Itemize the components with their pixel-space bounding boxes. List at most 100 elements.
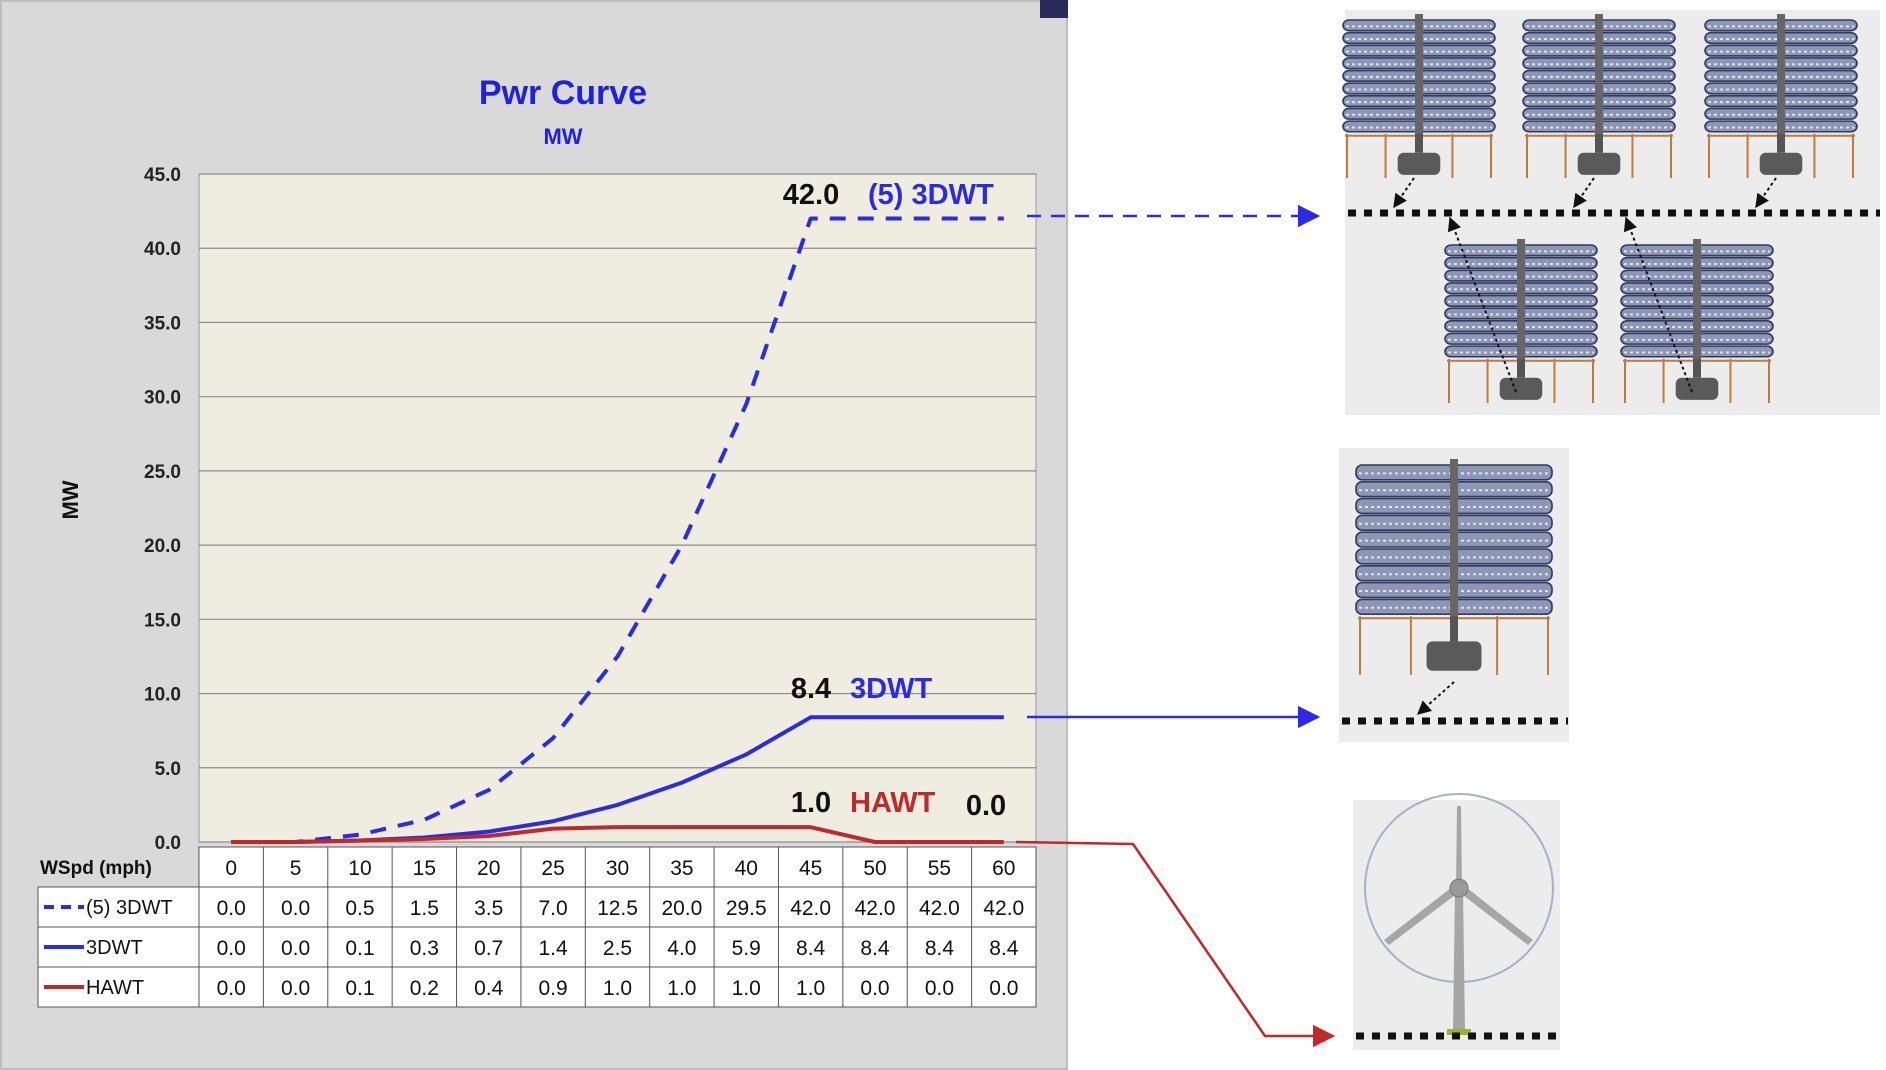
y-tick-label: 10.0 xyxy=(144,685,181,706)
x-tick-label: 50 xyxy=(863,857,886,880)
x-tick-label: 35 xyxy=(670,857,693,880)
y-tick-label: 25.0 xyxy=(144,462,181,483)
data-label: 42.0 xyxy=(983,897,1024,920)
data-label: 3.5 xyxy=(474,897,503,920)
cable-arrow xyxy=(1623,216,1693,393)
mast xyxy=(1517,239,1525,363)
data-label: 0.0 xyxy=(925,977,954,1000)
y-tick-label: 40.0 xyxy=(144,239,181,260)
data-label: 1.0 xyxy=(667,977,696,1000)
three-d-wind-turbine xyxy=(1522,14,1676,178)
data-label: 0.5 xyxy=(345,897,374,920)
mast xyxy=(1415,14,1423,138)
blade xyxy=(1456,806,1462,888)
data-label: 2.5 xyxy=(603,937,632,960)
annotation-label: HAWT xyxy=(850,787,936,819)
data-label: 12.5 xyxy=(597,897,638,920)
data-label: 1.0 xyxy=(732,977,761,1000)
annotation-value: 42.0 xyxy=(783,179,839,211)
mast xyxy=(1693,239,1701,363)
x-tick-label: 20 xyxy=(477,857,500,880)
data-label: 0.0 xyxy=(217,897,246,920)
data-label: 8.4 xyxy=(925,937,955,960)
data-label: 4.0 xyxy=(667,937,696,960)
shaft xyxy=(1693,358,1701,378)
legend-label: (5) 3DWT xyxy=(86,897,173,919)
annotation-value: 8.4 xyxy=(791,673,831,705)
data-label: 8.4 xyxy=(796,937,826,960)
blade xyxy=(1459,884,1533,945)
three-d-wind-turbine xyxy=(1620,239,1774,403)
three-d-wind-turbine xyxy=(1444,239,1598,403)
data-label: 0.0 xyxy=(281,937,310,960)
x-tick-label: 45 xyxy=(799,857,822,880)
x-tick-label: 0 xyxy=(225,857,237,880)
y-axis-label: MW xyxy=(58,480,83,519)
data-label: 5.9 xyxy=(732,937,761,960)
data-label: 0.7 xyxy=(474,937,503,960)
generator xyxy=(1577,152,1621,175)
data-label: 1.0 xyxy=(603,977,632,1000)
generator xyxy=(1675,377,1719,400)
data-label: 0.1 xyxy=(345,937,374,960)
data-label: 0.1 xyxy=(345,977,374,1000)
x-axis-header: WSpd (mph) xyxy=(40,858,152,879)
generator xyxy=(1397,152,1441,175)
generator xyxy=(1499,377,1543,400)
annotation-label: (5) 3DWT xyxy=(868,179,994,211)
annotation-extra: 0.0 xyxy=(966,790,1006,822)
y-tick-label: 0.0 xyxy=(155,833,181,854)
plot-area xyxy=(198,173,1037,843)
data-label: 42.0 xyxy=(919,897,960,920)
data-label: 0.0 xyxy=(860,977,889,1000)
data-label: 0.0 xyxy=(989,977,1018,1000)
y-tick-label: 30.0 xyxy=(144,388,181,409)
mast xyxy=(1777,14,1785,138)
chart-title: Pwr Curve xyxy=(479,74,647,112)
horizontal-axis-wind-turbine xyxy=(1364,793,1554,1035)
data-label: 8.4 xyxy=(989,937,1019,960)
mast xyxy=(1595,14,1603,138)
x-tick-label: 10 xyxy=(348,857,371,880)
shaft xyxy=(1595,133,1603,153)
generator xyxy=(1759,152,1803,175)
blade xyxy=(1384,884,1459,945)
x-tick-label: 55 xyxy=(928,857,951,880)
shaft xyxy=(1415,133,1423,153)
x-tick-label: 30 xyxy=(606,857,629,880)
data-label: 42.0 xyxy=(855,897,896,920)
mast xyxy=(1450,459,1458,621)
x-tick-label: 5 xyxy=(290,857,302,880)
data-label: 0.3 xyxy=(410,937,439,960)
three-d-wind-turbine xyxy=(1704,14,1858,178)
generator xyxy=(1426,641,1482,671)
data-label: 0.2 xyxy=(410,977,439,1000)
data-label: 0.0 xyxy=(217,977,246,1000)
data-label: 0.4 xyxy=(474,977,504,1000)
data-label: 0.0 xyxy=(217,937,246,960)
annotation-label: 3DWT xyxy=(850,673,932,705)
arrow-hawt xyxy=(1015,840,1336,1048)
data-label: 0.0 xyxy=(281,897,310,920)
data-label: 1.0 xyxy=(796,977,825,1000)
chart-subtitle: MW xyxy=(543,124,582,149)
cable-arrow xyxy=(1416,681,1455,715)
y-tick-label: 20.0 xyxy=(144,536,181,557)
annotation-value: 1.0 xyxy=(791,787,831,819)
hub xyxy=(1449,878,1469,898)
x-tick-label: 25 xyxy=(541,857,564,880)
legend-label: HAWT xyxy=(86,977,144,999)
y-tick-label: 5.0 xyxy=(155,759,181,780)
x-tick-label: 60 xyxy=(992,857,1015,880)
data-label: 8.4 xyxy=(860,937,890,960)
window-edge xyxy=(1040,0,1068,18)
x-tick-label: 40 xyxy=(735,857,758,880)
data-label: 0.9 xyxy=(539,977,568,1000)
shaft xyxy=(1450,616,1458,642)
x-tick-label: 15 xyxy=(413,857,436,880)
y-tick-label: 35.0 xyxy=(144,313,181,334)
shaft xyxy=(1777,133,1785,153)
data-label: 42.0 xyxy=(790,897,831,920)
y-tick-label: 45.0 xyxy=(144,165,181,186)
tower xyxy=(1453,888,1465,1032)
